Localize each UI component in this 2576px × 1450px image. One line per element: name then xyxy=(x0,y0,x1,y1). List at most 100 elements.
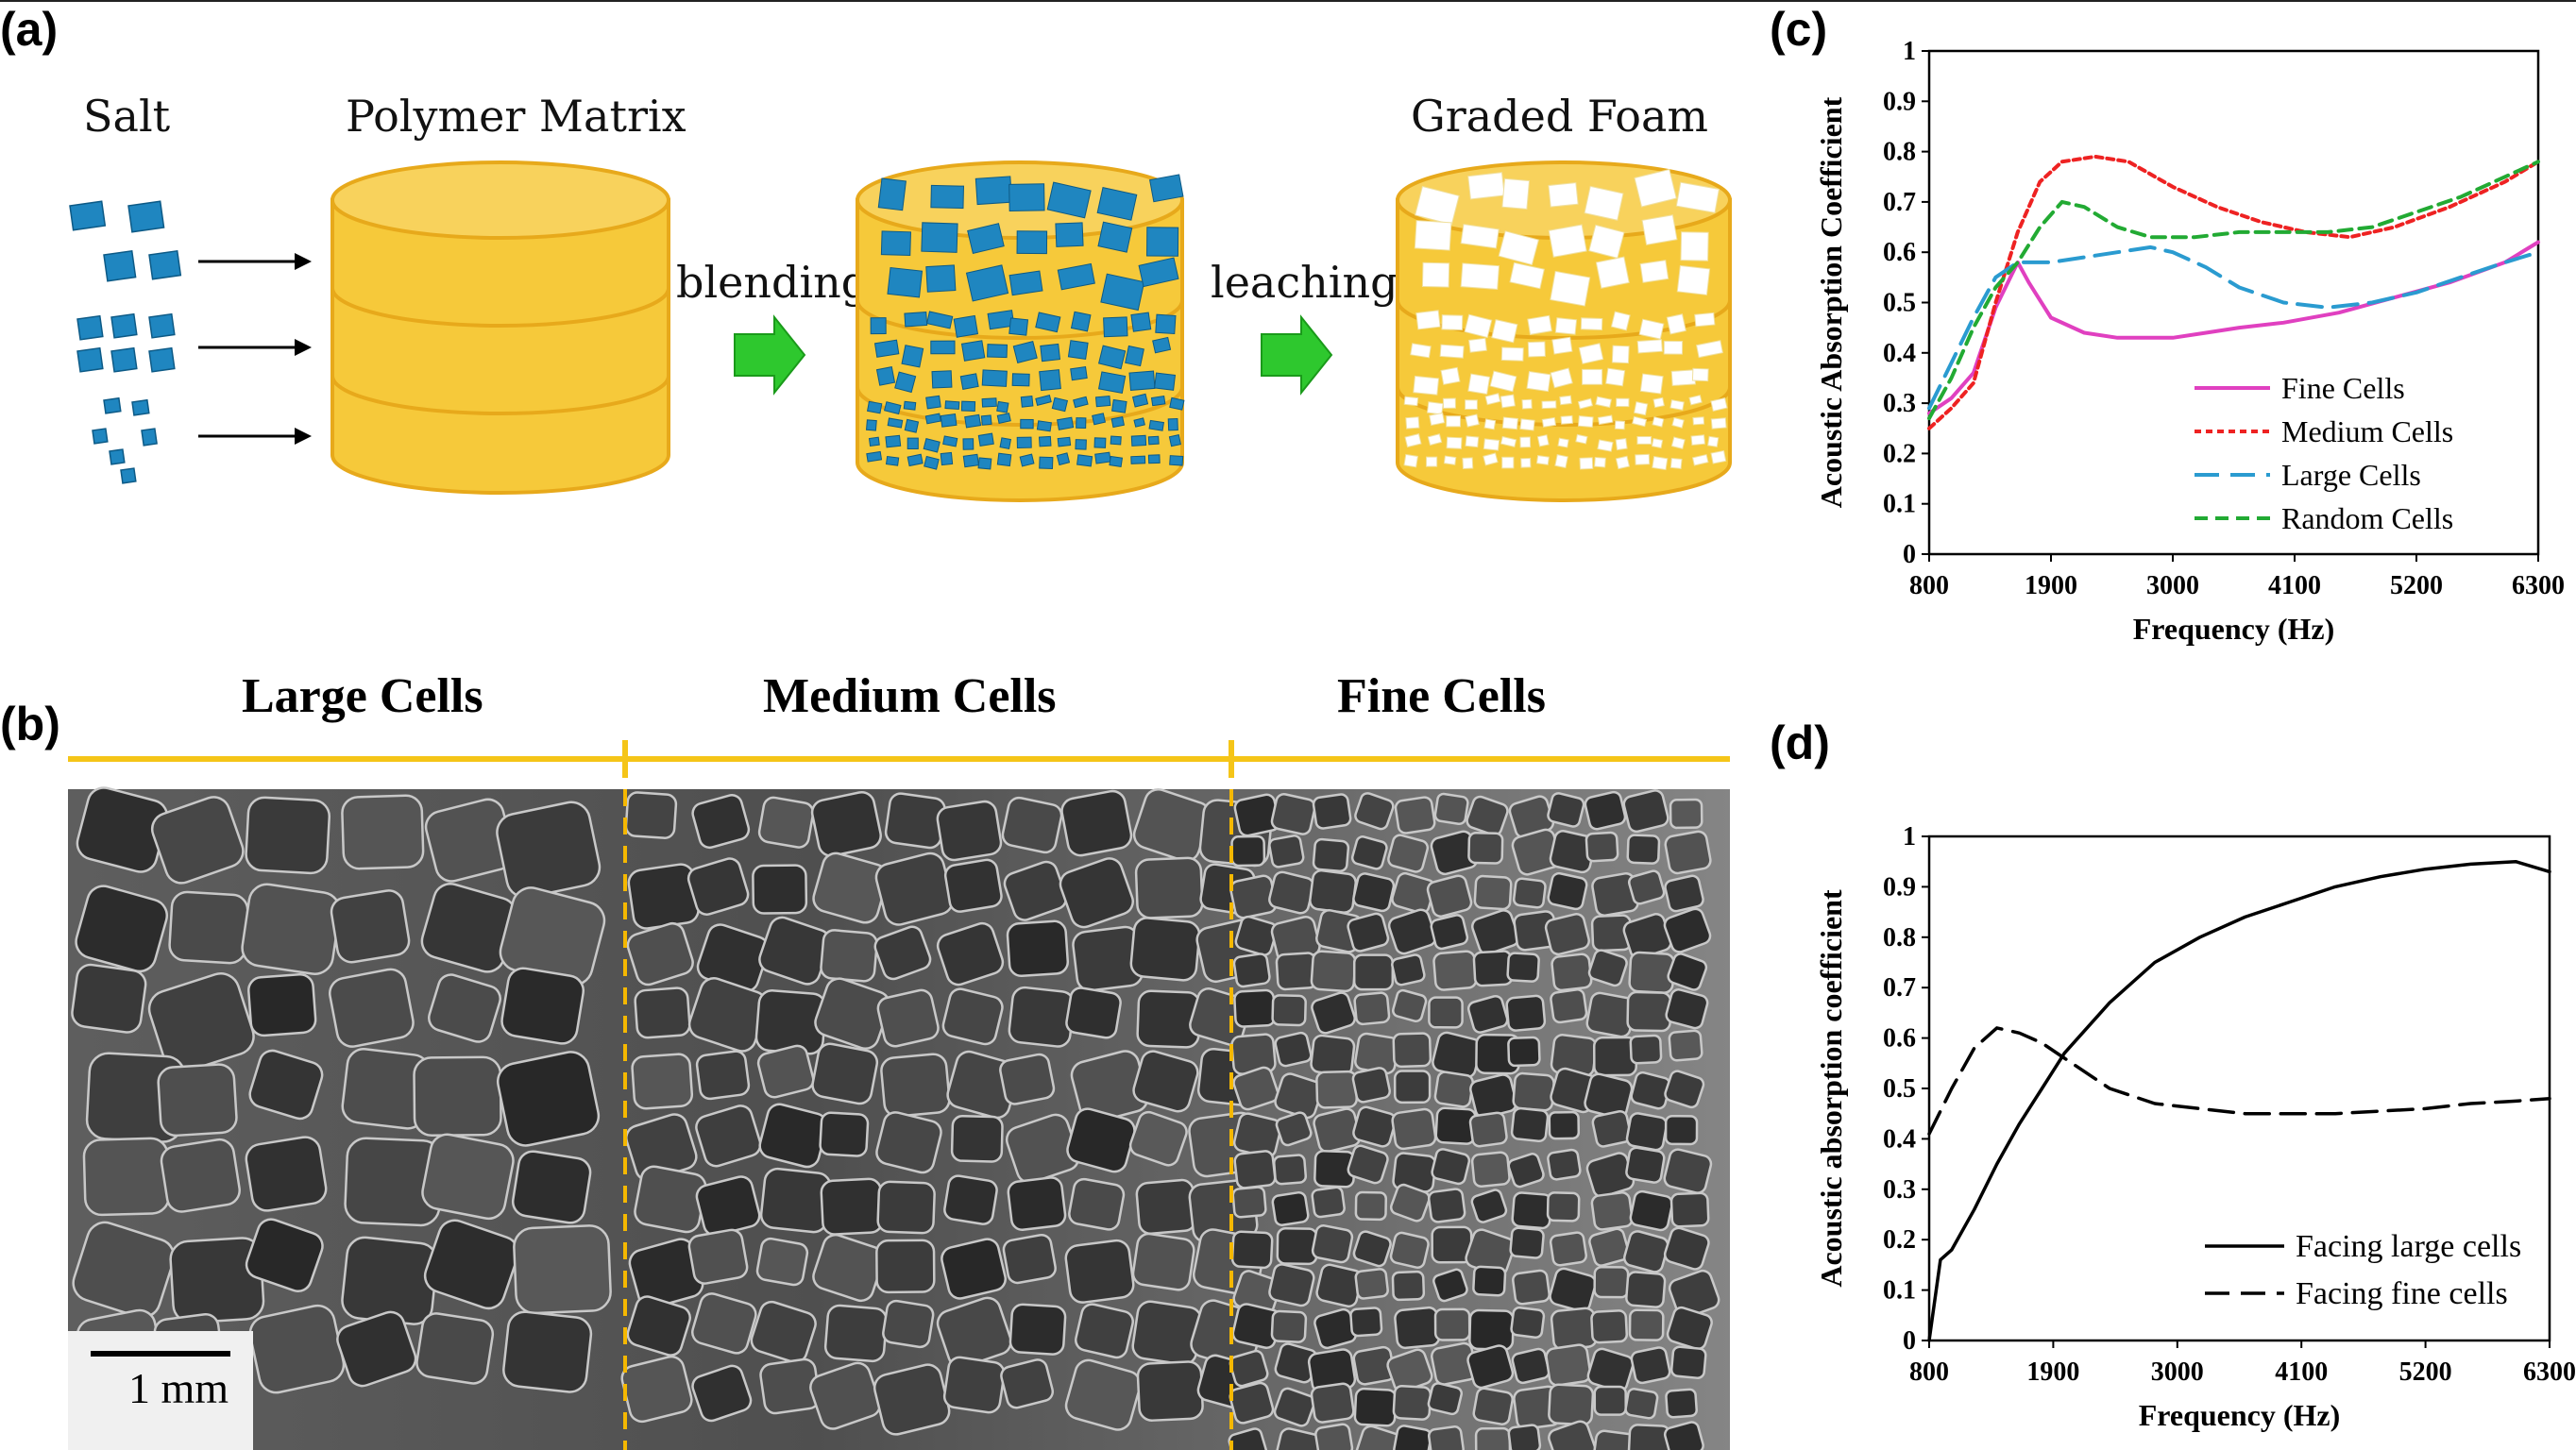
foam-cell xyxy=(1310,1034,1356,1076)
foam-pore xyxy=(1410,343,1432,359)
foam-cell xyxy=(1310,950,1357,993)
foam-cell xyxy=(1309,868,1357,914)
foam-cell xyxy=(248,1049,324,1121)
salt-particle xyxy=(1076,454,1093,467)
series-line-facing-large-cells xyxy=(1927,859,2551,1342)
salt-particle xyxy=(1092,413,1107,426)
foam-cell xyxy=(1629,1189,1674,1232)
salt-particle xyxy=(1093,437,1107,448)
salt-particle xyxy=(1020,395,1034,408)
foam-cell xyxy=(819,1111,870,1157)
foam-pore xyxy=(1441,314,1464,330)
panel-label-a: (a) xyxy=(0,3,59,56)
graded-foam-cylinder xyxy=(1396,160,1732,502)
salt-particle xyxy=(1097,221,1133,253)
foam-cell xyxy=(1511,1191,1552,1230)
foam-cell xyxy=(1624,1388,1659,1420)
salt-particle xyxy=(1131,393,1149,408)
salt-particle xyxy=(1130,312,1152,332)
foam-pore xyxy=(1663,340,1684,355)
foam-cell xyxy=(500,967,585,1045)
salt-particle xyxy=(1110,435,1122,446)
foam-cell xyxy=(1349,1307,1383,1338)
salt-particle xyxy=(960,340,986,362)
foam-cell xyxy=(1232,953,1271,988)
legend-label: Facing fine cells xyxy=(2296,1276,2508,1311)
salt-particle xyxy=(1011,373,1030,387)
foam-cell xyxy=(1512,1269,1551,1306)
salt-particle xyxy=(1035,395,1052,406)
salt-particle xyxy=(1094,395,1111,408)
foam-cell xyxy=(1548,1420,1597,1450)
salt-particle xyxy=(1169,396,1185,411)
foam-cell xyxy=(876,1180,936,1235)
foam-cell xyxy=(1466,1344,1515,1390)
salt-particle xyxy=(1012,341,1038,363)
foam-pore xyxy=(1551,336,1573,355)
foam-pore xyxy=(1429,412,1446,426)
series-line-facing-fine-cells xyxy=(1927,1026,2551,1136)
foam-cell xyxy=(1432,950,1478,991)
foam-cell xyxy=(1136,1360,1204,1422)
foam-cell xyxy=(1665,988,1709,1030)
foam-cell xyxy=(1509,1226,1545,1259)
foam-cell xyxy=(943,858,1003,913)
salt-particle xyxy=(1070,311,1092,332)
foam-cell xyxy=(1511,1347,1551,1385)
foam-pore xyxy=(1588,224,1625,260)
foam-pore xyxy=(1460,224,1500,249)
salt-particle xyxy=(1008,270,1043,296)
x-tick-label: 3000 xyxy=(2151,1357,2204,1387)
foam-cell xyxy=(513,1224,612,1315)
salt-particle xyxy=(1138,257,1179,288)
foam-pore xyxy=(1414,220,1452,251)
foam-cell xyxy=(1275,952,1318,991)
foam-cell xyxy=(950,1114,1004,1163)
salt-particle xyxy=(865,419,877,431)
foam-cell xyxy=(1229,1349,1269,1388)
foam-cell xyxy=(1551,953,1593,992)
salt-grain xyxy=(109,448,126,465)
salt-particle xyxy=(1016,230,1048,255)
foam-pore xyxy=(1509,261,1545,290)
foam-cell xyxy=(1428,996,1464,1029)
salt-particle xyxy=(873,339,900,358)
foam-cell xyxy=(820,1177,884,1236)
foam-pore xyxy=(1595,396,1612,409)
foam-pore xyxy=(1615,455,1631,470)
salt-particle xyxy=(944,400,960,411)
y-tick-label: 0.3 xyxy=(1883,389,1916,418)
foam-pore xyxy=(1579,457,1594,470)
foam-cell xyxy=(880,1053,951,1118)
foam-cell xyxy=(1275,1111,1313,1147)
foam-cell xyxy=(1391,953,1426,986)
foam-pore xyxy=(1669,457,1683,469)
y-tick-label: 0.4 xyxy=(1883,1124,1916,1154)
foam-cell xyxy=(1627,869,1666,905)
foam-pore xyxy=(1491,319,1518,344)
foam-pore xyxy=(1500,435,1517,447)
salt-grain xyxy=(103,396,122,414)
foam-pore xyxy=(1541,416,1557,428)
foam-pore xyxy=(1605,367,1626,387)
foam-cell xyxy=(1347,1144,1389,1185)
salt-particle xyxy=(980,414,992,426)
foam-cell xyxy=(1354,792,1395,831)
foam-cell xyxy=(330,889,411,964)
foam-cell xyxy=(1512,1071,1555,1112)
salt-particle xyxy=(1016,436,1032,449)
salt-particle xyxy=(999,437,1012,449)
legend-label: Random Cells xyxy=(2281,501,2453,535)
salt-particle xyxy=(925,395,941,410)
salt-particle xyxy=(924,413,941,425)
foam-cell xyxy=(1354,1268,1389,1300)
foam-pore xyxy=(1467,373,1491,396)
y-axis-title: Acoustic Absorption Coefficient xyxy=(1814,96,1848,508)
foam-cell xyxy=(1273,1154,1308,1186)
foam-cell xyxy=(691,1364,753,1423)
salt-particle xyxy=(870,317,887,335)
foam-cell xyxy=(687,1228,749,1285)
foam-cell xyxy=(1353,991,1391,1026)
foam-cell xyxy=(1135,1178,1197,1236)
foam-cell xyxy=(1352,1230,1392,1268)
